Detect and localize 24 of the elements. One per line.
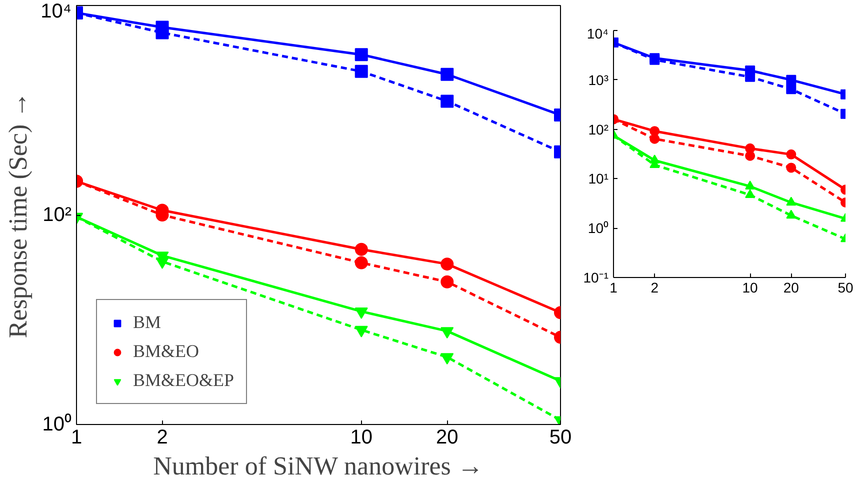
x-tick-label: 20	[436, 426, 458, 448]
y-axis-title: Response time (Sec) →	[4, 92, 33, 338]
y-tick-label: 10²	[588, 121, 609, 138]
x-axis-title: Number of SiNW nanowires →	[153, 452, 484, 480]
y-tick-label: 10⁰	[588, 220, 609, 236]
legend-label: BM&EO	[133, 341, 200, 362]
x-tick-label: 1	[70, 426, 82, 448]
x-tick-label: 20	[783, 280, 800, 296]
legend-label: BM	[133, 312, 162, 333]
legend-label: BM&EO&EP	[133, 370, 234, 391]
x-tick-label: 2	[156, 426, 168, 448]
y-tick-label: 10²	[42, 204, 72, 226]
y-tick-label: 10⁻¹	[583, 270, 609, 286]
x-tick-label: 10	[350, 426, 373, 448]
y-tick-label: 10⁴	[586, 26, 609, 42]
y-tick-label: 10⁴	[40, 0, 72, 22]
x-tick-label: 1	[610, 280, 618, 296]
x-tick-label: 2	[650, 280, 659, 296]
x-tick-label: 50	[549, 426, 572, 448]
x-tick-label: 50	[838, 280, 854, 296]
x-tick-label: 10	[742, 280, 758, 296]
y-tick-label: 10³	[588, 72, 609, 88]
y-tick-label: 10⁰	[42, 412, 72, 436]
y-tick-label: 10¹	[588, 170, 609, 187]
